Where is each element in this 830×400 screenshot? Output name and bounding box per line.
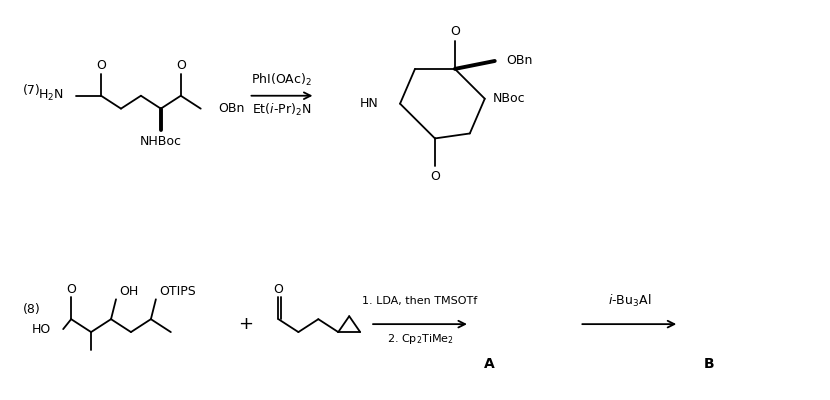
Text: A: A — [485, 357, 496, 371]
Text: B: B — [704, 357, 715, 371]
Text: +: + — [238, 315, 253, 333]
Text: (7): (7) — [23, 84, 41, 97]
Text: HN: HN — [359, 97, 378, 110]
Text: OTIPS: OTIPS — [159, 285, 196, 298]
Text: O: O — [450, 25, 460, 38]
Text: (8): (8) — [23, 303, 41, 316]
Text: O: O — [66, 283, 76, 296]
Text: O: O — [176, 60, 186, 72]
Text: O: O — [274, 283, 283, 296]
Text: Et($i$-Pr)$_2$N: Et($i$-Pr)$_2$N — [251, 102, 311, 118]
Text: O: O — [430, 170, 440, 183]
Text: NHBoc: NHBoc — [139, 135, 182, 148]
Text: OBn: OBn — [218, 102, 245, 115]
Text: OH: OH — [119, 285, 139, 298]
Text: $i$-Bu$_3$Al: $i$-Bu$_3$Al — [608, 293, 651, 309]
Text: H$_2$N: H$_2$N — [37, 88, 63, 103]
Text: PhI(OAc)$_2$: PhI(OAc)$_2$ — [251, 72, 312, 88]
Text: O: O — [96, 60, 106, 72]
Text: HO: HO — [32, 322, 51, 336]
Text: OBn: OBn — [506, 54, 533, 68]
Text: 2. Cp$_2$TiMe$_2$: 2. Cp$_2$TiMe$_2$ — [387, 332, 453, 346]
Text: 1. LDA, then TMSOTf: 1. LDA, then TMSOTf — [363, 296, 477, 306]
Text: NBoc: NBoc — [493, 92, 525, 105]
